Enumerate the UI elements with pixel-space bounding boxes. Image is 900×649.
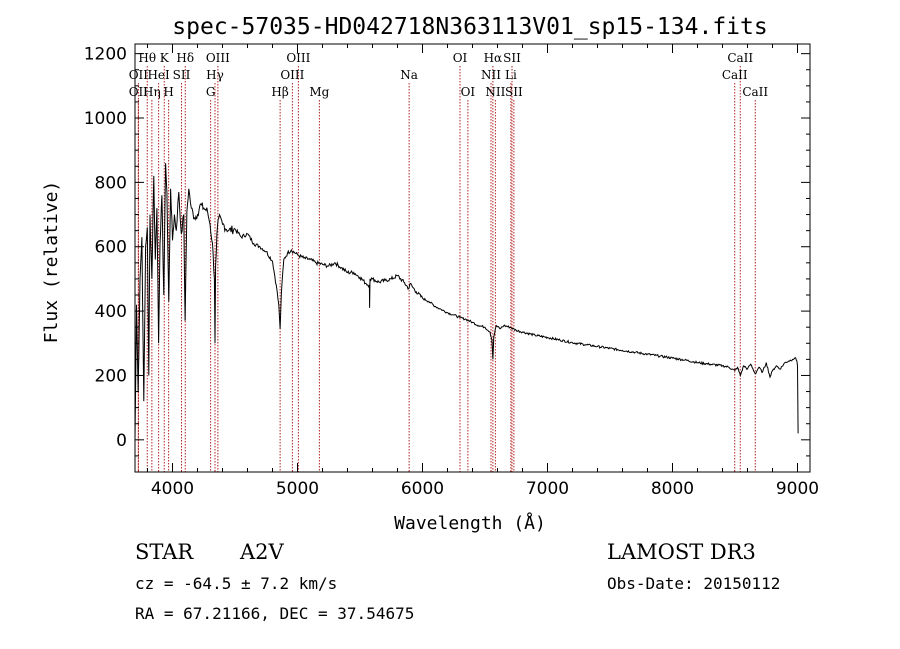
marker-label-13: OIII	[286, 51, 310, 65]
marker-label-10: Hγ	[206, 68, 224, 82]
y-tick-label-6: 1200	[84, 45, 127, 65]
marker-label-8: Hδ	[176, 51, 194, 65]
marker-label-11: G	[206, 85, 216, 99]
marker-label-27: CaII	[742, 85, 768, 99]
y-axis-label: Flux (relative)	[41, 181, 62, 344]
survey-name: LAMOST DR3	[607, 540, 756, 564]
marker-label-18: OI	[461, 85, 476, 99]
y-tick-label-3: 600	[95, 238, 127, 258]
marker-label-22: SII	[503, 51, 521, 65]
sky-coordinates: RA = 67.21166, DEC = 37.54675	[135, 604, 415, 623]
observation-date: Obs-Date: 20150112	[607, 574, 781, 593]
marker-label-25: CaII	[727, 51, 753, 65]
y-tick-label-0: 0	[116, 431, 127, 451]
marker-label-15: Mg	[309, 85, 329, 99]
marker-label-19: Hα	[484, 51, 503, 65]
marker-label-9: OIII	[206, 51, 230, 65]
x-tick-label-4: 8000	[651, 479, 694, 499]
marker-label-12: Hβ	[271, 85, 288, 99]
x-axis-label: Wavelength (Å)	[394, 512, 546, 534]
x-tick-label-0: 4000	[151, 479, 194, 499]
y-tick-label-5: 1000	[84, 109, 127, 129]
redshift-velocity: cz = -64.5 ± 7.2 km/s	[135, 574, 338, 593]
object-class: STAR	[135, 540, 194, 564]
plot-frame	[134, 43, 811, 473]
marker-label-21: NII	[485, 85, 505, 99]
marker-label-14: OIII	[280, 68, 304, 82]
axes: 4000 5000 6000 7000 8000 9000 0 200 400 600 800 100…	[84, 43, 819, 499]
x-tick-label-5: 9000	[776, 479, 819, 499]
marker-label-2: OII	[129, 85, 149, 99]
marker-label-20: NII	[481, 68, 501, 82]
marker-label-0: OII	[129, 68, 149, 82]
x-tick-label-2: 6000	[401, 479, 444, 499]
emission-line-markers	[137, 66, 756, 472]
y-tick-label-2: 400	[95, 302, 127, 322]
marker-label-26: CaII	[722, 68, 748, 82]
marker-label-24: SII	[505, 85, 523, 99]
y-tick-label-1: 200	[95, 366, 127, 386]
x-tick-label-1: 5000	[276, 479, 319, 499]
marker-label-5: K	[160, 51, 170, 65]
marker-label-17: OI	[453, 51, 468, 65]
marker-label-3: Hη	[143, 85, 161, 99]
spectral-subclass: A2V	[240, 540, 284, 564]
marker-label-7: SII	[173, 68, 191, 82]
spectrum-line	[134, 163, 799, 440]
chart-title: spec-57035-HD042718N363113V01_sp15-134.f…	[172, 14, 767, 40]
marker-label-23: Li	[505, 68, 517, 82]
marker-label-4: HeI	[147, 68, 170, 82]
marker-label-1: Hθ	[138, 51, 156, 65]
marker-label-16: Na	[400, 68, 418, 82]
marker-label-6: H	[163, 85, 173, 99]
y-tick-label-4: 800	[95, 173, 127, 193]
x-tick-label-3: 7000	[526, 479, 569, 499]
